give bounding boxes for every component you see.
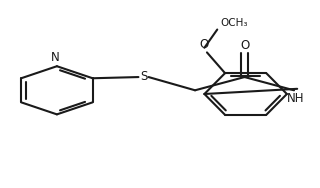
Text: O: O xyxy=(200,38,209,51)
Text: S: S xyxy=(140,70,147,83)
Text: OCH₃: OCH₃ xyxy=(220,18,248,28)
Text: O: O xyxy=(240,39,249,52)
Text: N: N xyxy=(51,51,60,64)
Text: NH: NH xyxy=(287,92,304,105)
